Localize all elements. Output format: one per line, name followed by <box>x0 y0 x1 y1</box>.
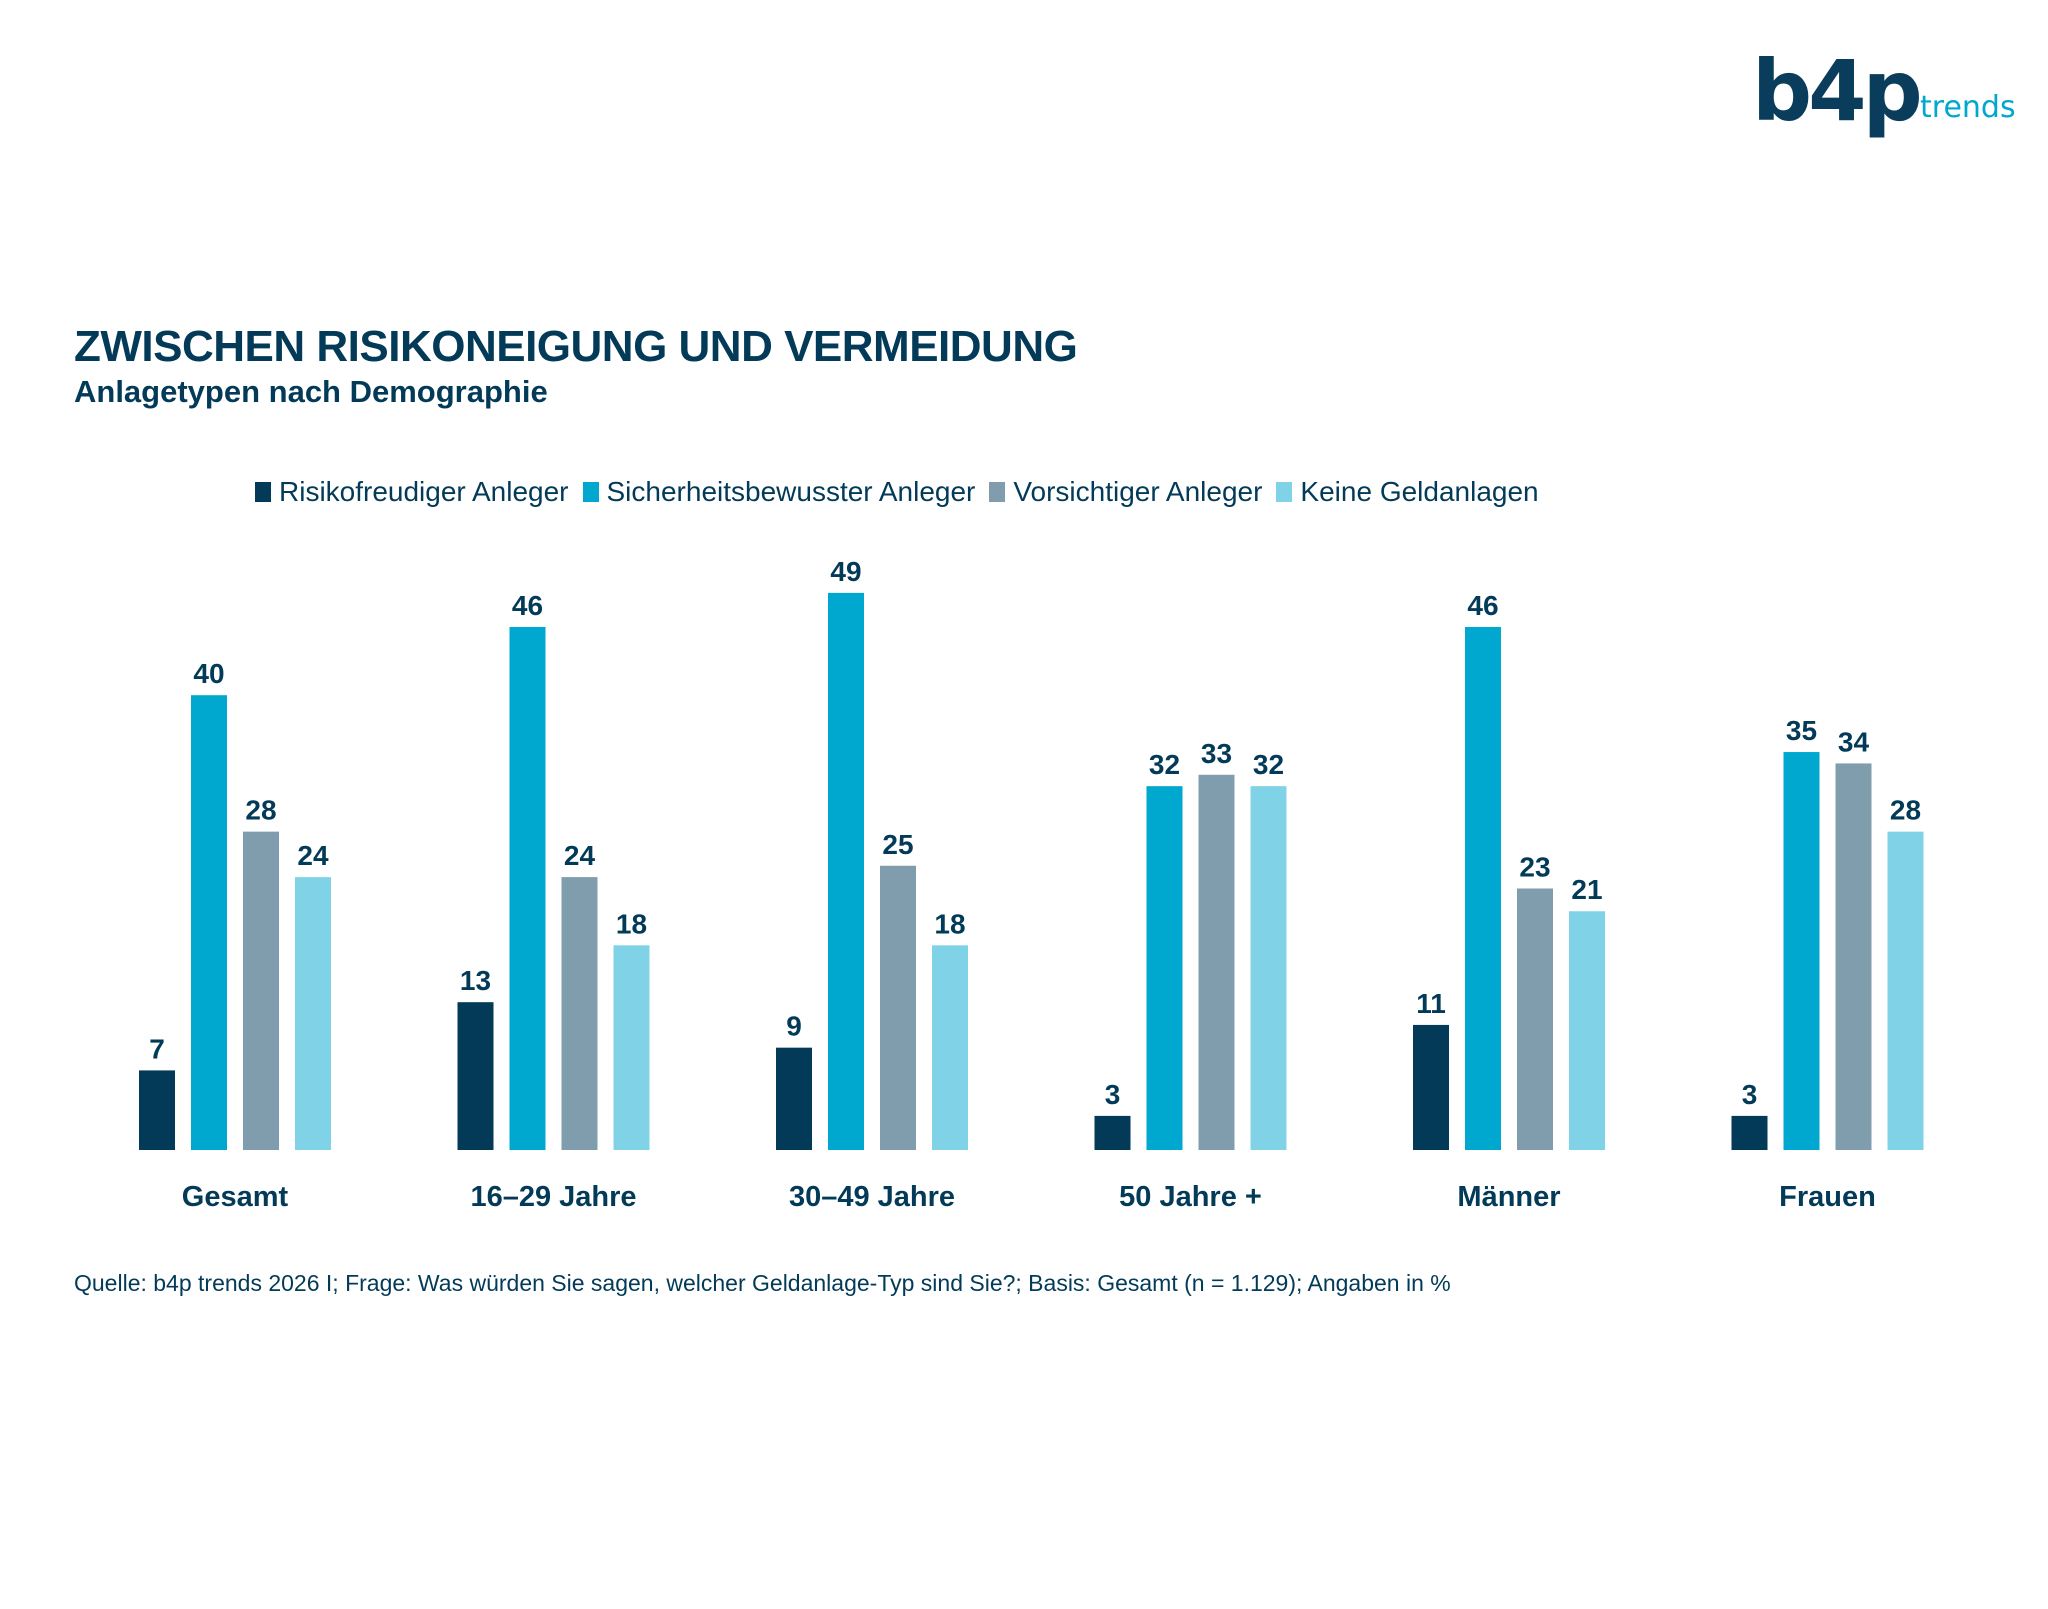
legend-item-sicherheitsbewusst: Sicherheitsbewusster Anleger <box>582 476 976 508</box>
bar <box>613 945 650 1150</box>
legend-item-vorsichtig: Vorsichtiger Anleger <box>989 476 1262 508</box>
data-label: 49 <box>830 556 861 587</box>
data-label: 11 <box>1416 988 1446 1019</box>
data-label: 24 <box>564 840 596 871</box>
data-label: 3 <box>1105 1079 1121 1110</box>
data-label: 21 <box>1571 874 1602 905</box>
data-label: 7 <box>149 1033 165 1064</box>
data-label: 32 <box>1253 749 1284 780</box>
logo-mark: b4p <box>1752 42 1923 140</box>
bar <box>1731 1115 1768 1150</box>
bar <box>828 592 864 1150</box>
data-label: 46 <box>512 590 543 621</box>
data-label: 46 <box>1467 590 1498 621</box>
legend-swatch <box>582 482 599 502</box>
bar <box>561 877 598 1150</box>
legend-label: Vorsichtiger Anleger <box>1013 476 1263 507</box>
legend-swatch <box>989 482 1006 502</box>
data-label: 32 <box>1149 749 1180 780</box>
data-label: 35 <box>1786 715 1817 746</box>
data-label: 28 <box>1890 795 1921 826</box>
data-label: 3 <box>1742 1079 1758 1110</box>
legend-label: Risikofreudiger Anleger <box>279 476 569 507</box>
chart-title: ZWISCHEN RISIKONEIGUNG UND VERMEIDUNG <box>74 322 1078 371</box>
category-label: 30–49 Jahre <box>789 1181 955 1213</box>
data-label: 23 <box>1519 851 1550 882</box>
legend: Risikofreudiger Anleger Sicherheitsbewus… <box>255 476 1553 508</box>
bar <box>1198 774 1235 1150</box>
logo-suffix: trends <box>1920 90 2016 125</box>
data-label: 25 <box>882 829 913 860</box>
bar-group: 7 40 28 24 Gesamt <box>139 658 331 1213</box>
bar <box>776 1047 812 1150</box>
bar <box>1250 786 1287 1150</box>
bar <box>295 877 331 1150</box>
bar <box>1517 888 1553 1150</box>
source-note: Quelle: b4p trends 2026 I; Frage: Was wü… <box>74 1270 1451 1296</box>
category-label: 50 Jahre + <box>1119 1181 1262 1213</box>
bar-group: 11 46 23 21 Männer <box>1413 590 1605 1213</box>
bar <box>880 865 916 1150</box>
bar <box>1094 1115 1131 1150</box>
data-label: 28 <box>245 795 276 826</box>
category-label: Männer <box>1457 1181 1560 1213</box>
bar <box>932 945 968 1150</box>
bar <box>1413 1024 1449 1150</box>
bar-group: 9 49 25 18 30–49 Jahre <box>776 556 968 1213</box>
bar <box>243 831 279 1150</box>
bar <box>1146 786 1183 1150</box>
data-label: 13 <box>460 965 491 996</box>
b4p-trends-logo: b4p trends <box>1752 42 2022 146</box>
bar <box>139 1070 175 1150</box>
bar <box>1465 626 1501 1150</box>
data-label: 24 <box>297 840 329 871</box>
data-label: 9 <box>786 1011 802 1042</box>
bar <box>191 695 227 1150</box>
bar-group: 3 32 33 32 50 Jahre + <box>1094 738 1287 1213</box>
bar <box>1835 763 1872 1150</box>
legend-item-risikofreudig: Risikofreudiger Anleger <box>255 476 569 508</box>
category-label: Frauen <box>1779 1181 1876 1213</box>
legend-item-keine-geldanlagen: Keine Geldanlagen <box>1276 476 1539 508</box>
data-label: 34 <box>1838 726 1870 757</box>
legend-swatch <box>255 482 271 502</box>
category-label: Gesamt <box>182 1181 289 1213</box>
data-label: 18 <box>934 908 965 939</box>
bar <box>457 1002 494 1150</box>
data-label: 18 <box>616 908 647 939</box>
legend-label: Sicherheitsbewusster Anleger <box>606 476 976 507</box>
data-label: 40 <box>193 658 224 689</box>
legend-swatch <box>1276 482 1293 502</box>
legend-label: Keine Geldanlagen <box>1300 476 1539 507</box>
bar <box>509 626 546 1150</box>
category-label: 16–29 Jahre <box>470 1181 636 1213</box>
bar <box>1887 831 1924 1150</box>
data-label: 33 <box>1201 738 1232 769</box>
bar-group: 13 46 24 18 16–29 Jahre <box>457 590 650 1213</box>
bar-group: 3 35 34 28 Frauen <box>1731 715 1924 1213</box>
bar <box>1569 911 1605 1150</box>
bar <box>1783 752 1820 1150</box>
chart-subtitle: Anlagetypen nach Demographie <box>74 374 548 409</box>
